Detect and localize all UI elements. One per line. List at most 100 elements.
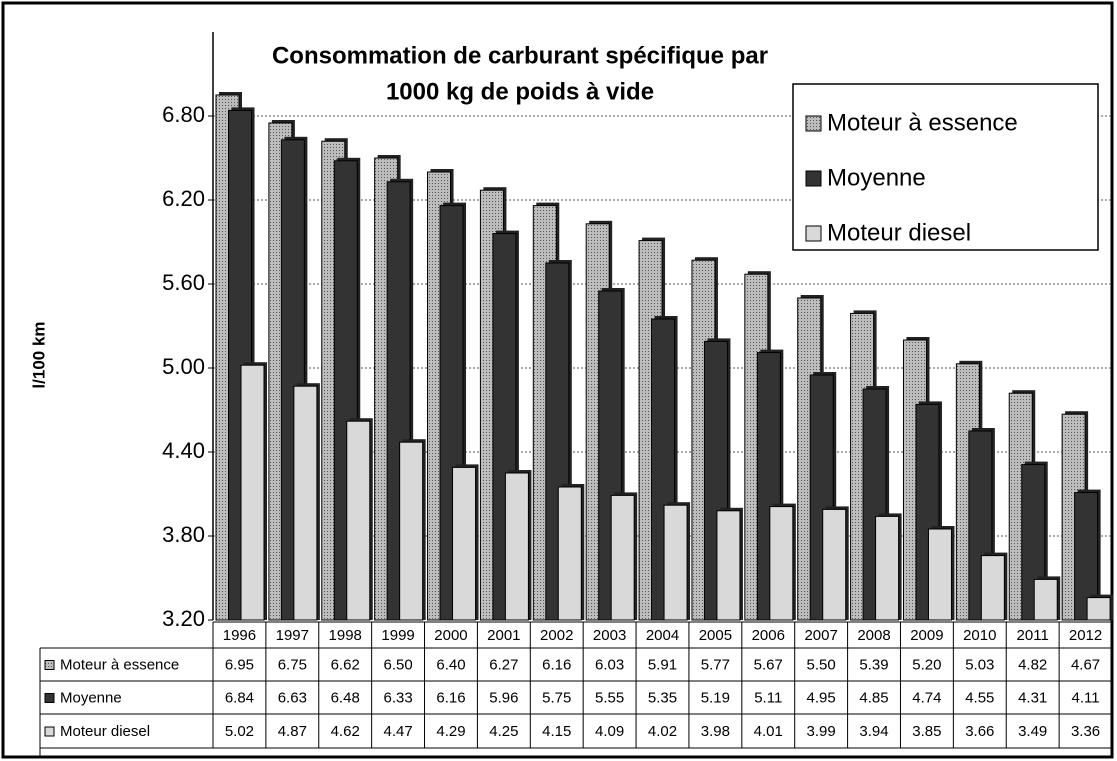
data-label: 6.50	[383, 656, 412, 673]
data-label: 6.27	[489, 656, 518, 673]
data-label: 4.95	[807, 689, 836, 706]
data-label: 4.47	[383, 723, 412, 740]
y-tick-label: 3.20	[162, 606, 205, 631]
data-label: 5.67	[754, 656, 783, 673]
bar	[822, 508, 847, 621]
x-tick-label: 2007	[804, 627, 837, 644]
data-label: 4.25	[489, 723, 518, 740]
data-label: 3.49	[1018, 723, 1047, 740]
y-tick-label: 5.00	[162, 354, 205, 379]
data-label: 3.94	[859, 723, 888, 740]
legend-key	[805, 225, 822, 242]
data-label: 5.91	[648, 656, 677, 673]
data-label: 5.75	[542, 689, 571, 706]
legend-label: Moteur à essence	[60, 656, 179, 673]
x-tick-label: 2000	[434, 627, 467, 644]
legend-label: Moteur diesel	[60, 723, 150, 740]
data-label: 6.62	[331, 656, 360, 673]
data-label: 5.19	[701, 689, 730, 706]
bar	[346, 420, 371, 621]
x-tick-label: 2012	[1069, 627, 1102, 644]
data-label: 3.85	[912, 723, 941, 740]
data-label: 6.33	[383, 689, 412, 706]
data-label: 4.85	[859, 689, 888, 706]
bar	[1086, 597, 1111, 621]
data-label: 4.82	[1018, 656, 1047, 673]
y-tick-label: 6.20	[162, 186, 205, 211]
legend-key	[44, 693, 55, 703]
x-tick-label: 2005	[699, 627, 732, 644]
bar	[927, 528, 952, 621]
data-label: 4.11	[1072, 689, 1100, 706]
legend-label: Moyenne	[827, 164, 926, 191]
data-label: 5.11	[754, 689, 782, 706]
y-tick-label: 5.60	[162, 270, 205, 295]
legend-label: Moyenne	[60, 689, 122, 706]
bar	[399, 441, 424, 621]
x-tick-label: 2003	[593, 627, 626, 644]
data-label: 5.55	[595, 689, 624, 706]
y-tick-label: 4.40	[162, 438, 205, 463]
data-label: 5.39	[859, 656, 888, 673]
bar	[293, 385, 318, 621]
x-tick-label: 2011	[1017, 627, 1049, 644]
legend	[792, 83, 1099, 251]
data-label: 3.66	[965, 723, 994, 740]
x-tick-label: 2010	[963, 627, 996, 644]
x-tick-label: 1998	[329, 627, 362, 644]
y-axis-label: l/100 km	[29, 321, 48, 388]
data-label: 4.29	[436, 723, 465, 740]
data-label: 5.02	[225, 723, 254, 740]
bar	[716, 510, 741, 621]
data-label: 4.87	[278, 723, 307, 740]
bar	[452, 466, 477, 621]
legend-key	[44, 660, 55, 670]
data-label: 4.02	[648, 723, 677, 740]
x-tick-label: 2008	[857, 627, 890, 644]
x-tick-label: 2002	[540, 627, 573, 644]
data-label: 6.16	[436, 689, 465, 706]
data-label: 5.35	[648, 689, 677, 706]
x-tick-label: 2004	[646, 627, 679, 644]
data-label: 4.62	[331, 723, 360, 740]
bar	[1074, 492, 1099, 621]
bar	[663, 504, 688, 621]
y-tick-label: 3.80	[162, 522, 205, 547]
legend-key	[44, 726, 55, 737]
data-label: 5.50	[807, 656, 836, 673]
legend-key	[805, 170, 822, 187]
data-label: 6.75	[278, 656, 307, 673]
data-label: 5.20	[912, 656, 941, 673]
legend-label: Moteur diesel	[827, 219, 971, 246]
data-label: 4.67	[1071, 656, 1100, 673]
data-label: 4.15	[542, 723, 571, 740]
data-label: 6.84	[225, 689, 254, 706]
x-tick-label: 1996	[223, 627, 256, 644]
data-label: 3.36	[1071, 723, 1100, 740]
data-label: 6.03	[595, 656, 624, 673]
bar	[769, 506, 794, 621]
data-label: 4.01	[754, 723, 783, 740]
bar	[610, 494, 635, 621]
data-label: 6.48	[331, 689, 360, 706]
bar	[557, 486, 582, 621]
bar	[980, 555, 1005, 621]
data-label: 6.63	[278, 689, 307, 706]
x-tick-label: 1999	[381, 627, 414, 644]
x-tick-label: 2001	[487, 627, 520, 644]
data-label: 4.09	[595, 723, 624, 740]
legend-key	[805, 115, 822, 132]
bar	[1033, 578, 1058, 621]
data-label: 4.55	[965, 689, 994, 706]
legend-label: Moteur à essence	[827, 109, 1018, 136]
data-label: 3.99	[807, 723, 836, 740]
data-label: 5.96	[489, 689, 518, 706]
data-label: 6.40	[436, 656, 465, 673]
bar	[875, 515, 900, 621]
data-label: 5.77	[701, 656, 730, 673]
chart-title: 1000 kg de poids à vide	[386, 78, 654, 105]
data-label: 5.03	[965, 656, 994, 673]
x-tick-label: 2006	[752, 627, 785, 644]
data-label: 4.31	[1018, 689, 1047, 706]
